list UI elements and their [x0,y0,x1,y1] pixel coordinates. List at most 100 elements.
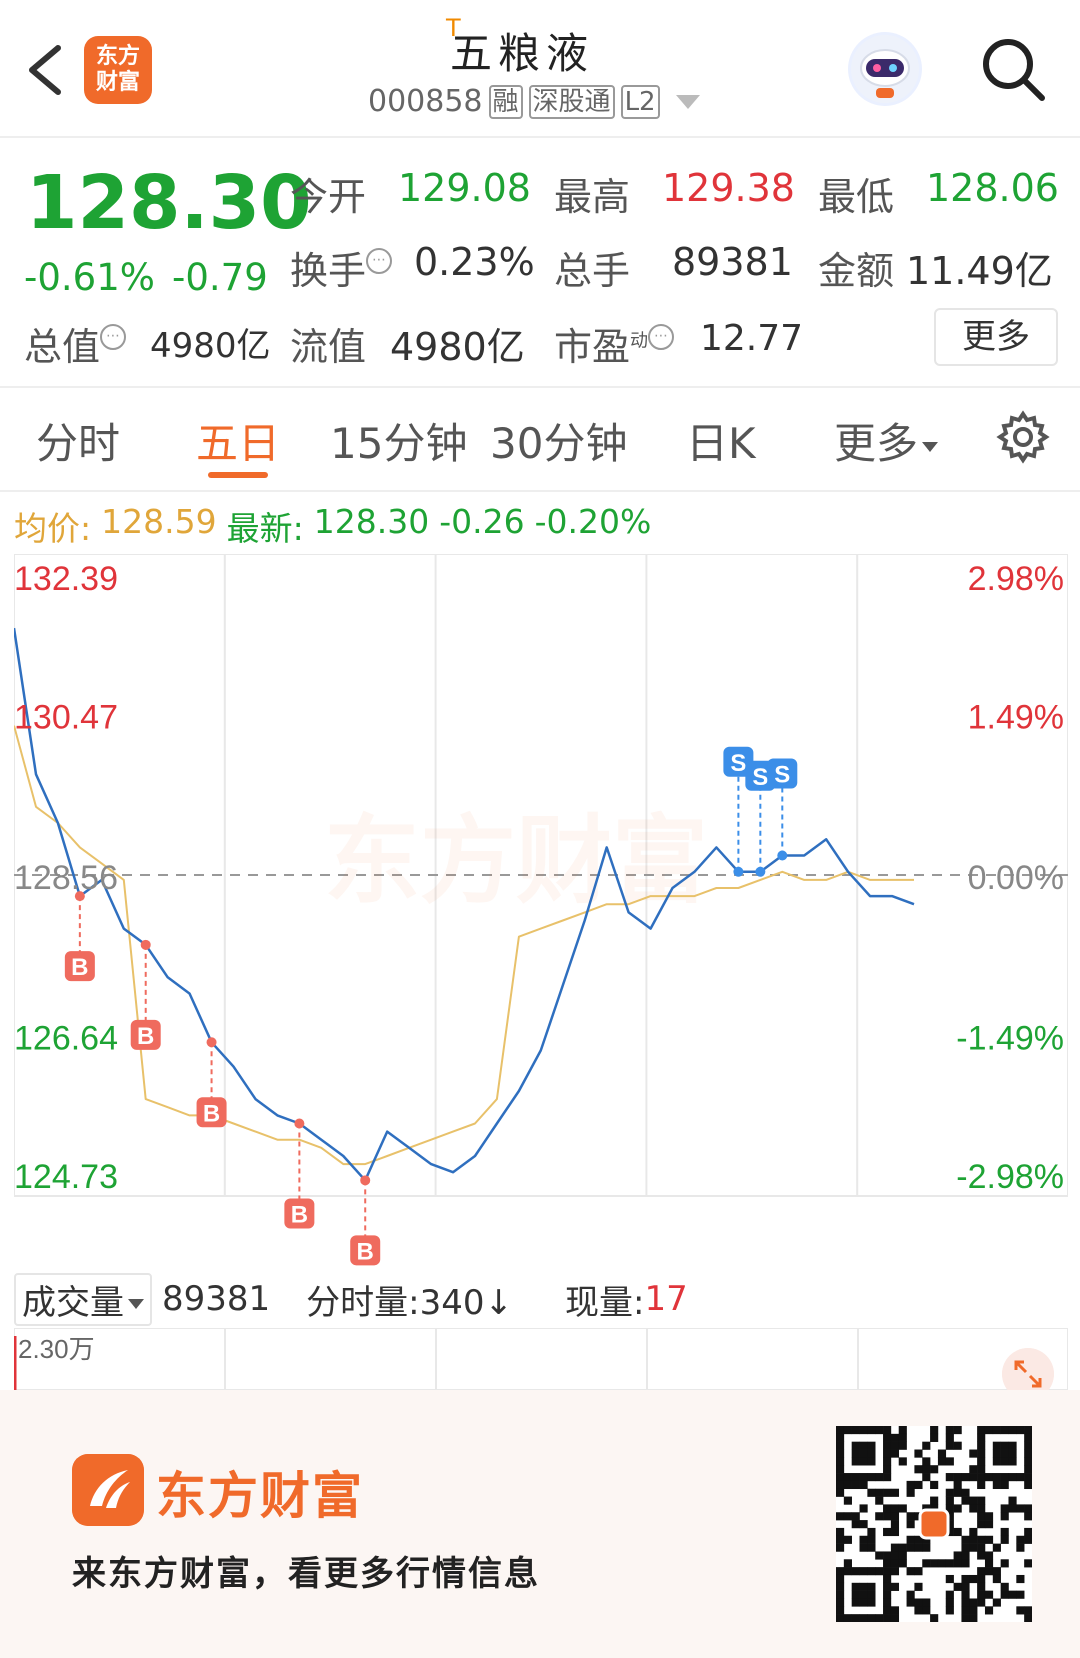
buy-marker-dot [206,1037,217,1048]
info-icon[interactable]: ⋯ [366,248,393,274]
search-icon[interactable] [978,34,1050,106]
eastmoney-logo-badge[interactable]: 东方 财富 [84,36,152,104]
volume-indicator-select[interactable]: 成交量 [14,1272,152,1326]
open-value: 129.08 [398,166,531,210]
eastmoney-logo-icon [72,1454,144,1526]
tab-more[interactable]: 更多 [834,410,939,471]
percent-axis-label: -1.49% [956,1020,1064,1058]
pe-label: 市盈动 ⋯ [554,316,675,371]
pe-label-text: 市盈 [554,325,631,369]
sell-marker-label: S [774,762,790,789]
change-percent: -0.61% [24,256,155,299]
sell-marker-badge [767,758,798,789]
footer-slogan: 来东方财富，看更多行情信息 [72,1554,540,1594]
price-legend: 均价: 128.59 最新: 128.30 -0.26 -0.20% [14,502,651,550]
chart-watermark: 东方财富 [324,808,708,915]
avg-price-label: 均价: [14,509,92,548]
sell-marker-label: S [730,750,746,777]
percent-axis-label: 2.98% [968,560,1064,598]
caret-down-icon [128,1299,144,1309]
buy-marker-label: B [357,1238,374,1265]
current-volume-value: 17 [644,1279,688,1319]
buy-marker-label: B [291,1201,308,1228]
price-axis-label: 126.64 [14,1020,118,1058]
price-axis-label: 124.73 [14,1158,118,1196]
market-cap-label-text: 总值 [24,325,101,369]
more-quote-button[interactable]: 更多 [934,308,1058,366]
turnover-label: 换手 ⋯ [290,240,393,295]
volume-chart[interactable]: 2.30万 [14,1328,1068,1390]
t-plus-marker: T [446,14,461,42]
tab-five-day[interactable]: 五日 [196,419,281,468]
buy-marker-label: B [71,954,88,981]
percent-axis-label: -2.98% [956,1158,1064,1196]
high-label: 最高 [554,175,631,219]
open-label: 今开 [290,175,367,219]
divider [0,490,1080,492]
buy-marker-badge [196,1097,227,1128]
buy-marker-dot [360,1175,371,1186]
buy-marker-badge [130,1019,161,1050]
total-volume-value: 89381 [672,240,793,284]
tab-more-label: 更多 [834,419,919,468]
buy-marker-dot [294,1118,305,1129]
pe-dynamic-sup: 动 [630,330,649,352]
volume-total: 89381 [162,1279,271,1319]
volume-header: 成交量 89381 分时量:340↓ 现量: 17 [14,1272,1068,1326]
caret-down-icon [922,441,939,452]
volume-label: 成交量 [22,1282,124,1323]
buy-marker-badge [284,1198,315,1229]
volume-max-label: 2.30万 [18,1334,95,1364]
footer-brand: 东方财富 [156,1467,364,1525]
pe-value: 12.77 [700,318,804,359]
turnover-value: 0.23% [414,240,535,284]
tab-30-min[interactable]: 30分钟 [490,419,628,468]
turnover-label-text: 换手 [290,249,367,293]
stock-code: 000858 [368,84,483,119]
level2-tag: L2 [620,84,660,119]
qr-code[interactable] [836,1426,1032,1622]
margin-tag: 融 [488,84,523,119]
ai-assistant-robot-icon[interactable] [848,32,922,106]
active-tab-indicator [208,472,268,478]
chart-axis-labels: 132.39 2.98% 130.47 1.49% 128.56 0.00% 126.64 -… [14,560,1064,1196]
price-axis-label: 128.56 [14,859,118,897]
amount-value: 11.49亿 [906,249,1053,293]
sell-marker-label: S [752,764,768,791]
current-volume-label: 现量: [565,1282,645,1323]
latest-change: -0.26 [439,502,525,541]
buy-marker-badge [64,951,95,982]
buy-marker-label: B [203,1100,220,1127]
tab-daily-k[interactable]: 日K [686,419,756,468]
minute-volume: 分时量:340↓ [306,1282,514,1323]
info-icon[interactable]: ⋯ [648,324,675,350]
chart-frame [14,554,1068,1197]
buy-marker-label: B [137,1023,154,1050]
low-label: 最低 [818,175,895,219]
gear-icon[interactable] [996,410,1050,464]
stock-connect-tag: 深股通 [528,84,615,119]
latest-label: 最新: [226,509,304,548]
amount-label: 金额 [818,249,895,293]
float-cap-value: 4980亿 [390,325,525,369]
price-axis-label: 132.39 [14,560,118,598]
price-axis-label: 130.47 [14,699,118,737]
latest-percent: -0.20% [534,502,652,541]
back-arrow-icon[interactable] [22,40,70,100]
info-icon[interactable]: ⋯ [100,324,127,350]
current-price: 128.30 [26,160,312,246]
market-cap-value: 4980亿 [150,326,271,366]
tab-15-min[interactable]: 15分钟 [330,419,468,468]
tab-intraday[interactable]: 分时 [36,419,121,468]
chevron-down-icon[interactable] [675,94,700,109]
expand-icon[interactable] [1002,1348,1054,1400]
total-volume-label: 总手 [554,249,631,293]
percent-axis-label: 1.49% [968,699,1064,737]
divider [0,386,1080,388]
percent-axis-label: 0.00% [968,859,1064,897]
buy-marker-badge [350,1235,381,1266]
latest-value: 128.30 [313,502,430,541]
stock-code-row[interactable]: 000858 融 深股通 L2 [368,84,700,119]
